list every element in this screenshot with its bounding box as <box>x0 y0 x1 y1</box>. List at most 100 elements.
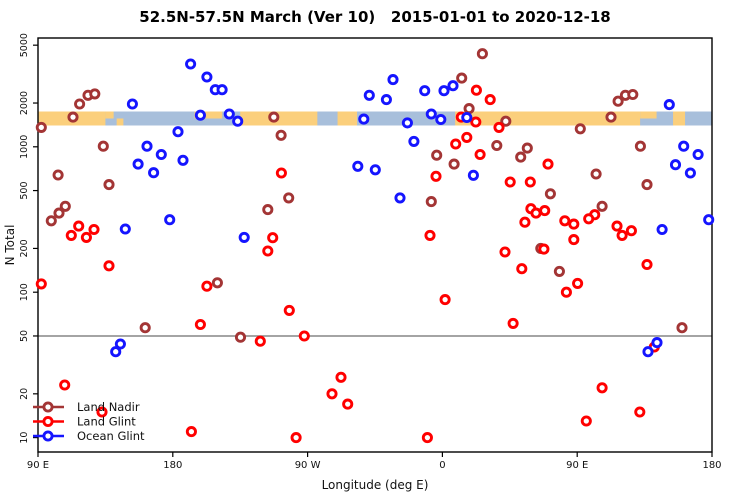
data-point-land-nadir <box>425 196 437 208</box>
data-point-ocean-glint <box>132 158 144 170</box>
data-point-land-nadir <box>283 192 295 204</box>
data-point-ocean-glint <box>692 148 704 161</box>
data-point-land-glint <box>516 263 528 275</box>
data-point-land-nadir <box>211 277 223 289</box>
x-tick-label: 90 E <box>27 460 49 471</box>
data-point-land-glint <box>450 138 462 150</box>
data-point-land-glint <box>275 167 287 179</box>
data-point-land-nadir <box>627 88 639 101</box>
data-point-land-nadir <box>612 95 624 107</box>
data-point-land-nadir <box>456 72 468 84</box>
data-point-land-nadir <box>476 48 488 60</box>
data-point-land-glint <box>185 426 197 438</box>
data-point-land-glint <box>634 406 646 418</box>
data-point-ocean-glint <box>678 140 690 152</box>
y-tick-label: 2000 <box>19 91 30 115</box>
data-point-ocean-glint <box>394 192 406 204</box>
legend-label: Land Nadir <box>77 400 140 414</box>
data-point-land-nadir <box>234 331 247 343</box>
data-point-land-glint <box>424 229 436 241</box>
data-point-land-glint <box>96 406 108 418</box>
data-point-land-glint <box>596 382 608 394</box>
data-point-land-glint <box>35 278 47 290</box>
data-point-land-glint <box>507 317 519 329</box>
data-points-layer <box>35 48 715 444</box>
map-band-land-segment <box>640 111 657 119</box>
data-point-land-glint <box>611 220 623 232</box>
data-point-land-nadir <box>521 142 533 154</box>
data-point-land-nadir <box>574 123 586 135</box>
data-point-land-glint <box>298 330 310 342</box>
legend-marker <box>42 430 54 442</box>
data-point-land-nadir <box>491 139 503 152</box>
y-tick-label: 1000 <box>19 135 30 159</box>
data-point-ocean-glint <box>419 85 431 97</box>
data-point-ocean-glint <box>438 85 450 97</box>
data-point-land-nadir <box>590 168 602 180</box>
data-point-land-glint <box>262 245 274 257</box>
data-point-ocean-glint <box>435 113 447 126</box>
data-point-land-glint <box>267 232 279 244</box>
data-point-land-nadir <box>596 200 608 212</box>
data-point-land-nadir <box>262 204 274 216</box>
data-point-land-glint <box>283 304 295 316</box>
x-tick-label: 0 <box>439 460 445 471</box>
data-point-land-glint <box>539 205 551 217</box>
map-band-land-segment <box>105 111 114 119</box>
x-tick-label: 90 W <box>295 460 321 471</box>
data-point-land-glint <box>470 84 482 96</box>
data-point-land-glint <box>538 243 550 255</box>
data-point-ocean-glint <box>363 89 375 101</box>
data-point-land-glint <box>580 415 592 427</box>
data-point-land-nadir <box>268 111 280 123</box>
data-point-ocean-glint <box>447 80 459 92</box>
data-point-ocean-glint <box>656 223 668 236</box>
data-point-land-nadir <box>97 140 109 152</box>
y-tick-label: 200 <box>19 239 30 257</box>
data-point-land-glint <box>519 216 531 228</box>
data-point-ocean-glint <box>238 231 250 243</box>
data-point-ocean-glint <box>380 94 392 106</box>
data-point-ocean-glint <box>703 214 715 226</box>
data-point-land-glint <box>421 432 433 444</box>
data-point-land-glint <box>103 260 115 272</box>
map-band-land-segment <box>116 118 124 126</box>
y-axis-title: N Total <box>3 225 17 266</box>
data-point-land-nadir <box>515 151 527 163</box>
data-point-land-glint <box>504 176 516 188</box>
y-tick-label: 500 <box>19 181 30 199</box>
data-point-land-glint <box>254 335 266 347</box>
data-point-land-glint <box>430 170 442 182</box>
data-point-ocean-glint <box>401 117 413 129</box>
data-point-land-glint <box>65 229 77 241</box>
data-point-land-glint <box>80 231 92 243</box>
data-point-ocean-glint <box>352 160 364 172</box>
y-tick-label: 20 <box>19 388 30 400</box>
data-point-land-glint <box>461 131 473 143</box>
data-point-land-glint <box>342 398 354 410</box>
data-point-land-glint <box>73 220 85 232</box>
data-point-ocean-glint <box>110 346 122 358</box>
data-point-ocean-glint <box>164 214 176 226</box>
data-point-ocean-glint <box>172 126 184 138</box>
data-point-ocean-glint <box>223 108 235 120</box>
data-point-land-nadir <box>67 111 79 123</box>
data-point-ocean-glint <box>467 169 479 181</box>
map-band-land-segment <box>194 111 223 119</box>
data-point-ocean-glint <box>642 346 654 358</box>
data-point-land-glint <box>201 280 213 292</box>
data-point-land-nadir <box>431 149 443 161</box>
data-point-land-nadir <box>89 88 101 100</box>
plot-border <box>37 37 713 453</box>
data-point-ocean-glint <box>201 71 213 83</box>
chart-title: 52.5N-57.5N March (Ver 10) 2015-01-01 to… <box>139 8 611 26</box>
data-point-land-glint <box>560 286 572 298</box>
data-point-land-nadir <box>74 98 86 110</box>
data-point-ocean-glint <box>425 108 437 120</box>
data-point-land-nadir <box>641 179 653 191</box>
axes-layer: 90 E 180 90 W 0 90 E 180 5000 2000 1000 500 200 100… <box>19 33 722 471</box>
data-point-ocean-glint <box>358 113 370 125</box>
